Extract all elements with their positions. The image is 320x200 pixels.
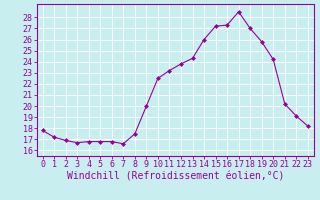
X-axis label: Windchill (Refroidissement éolien,°C): Windchill (Refroidissement éolien,°C)	[67, 172, 284, 182]
